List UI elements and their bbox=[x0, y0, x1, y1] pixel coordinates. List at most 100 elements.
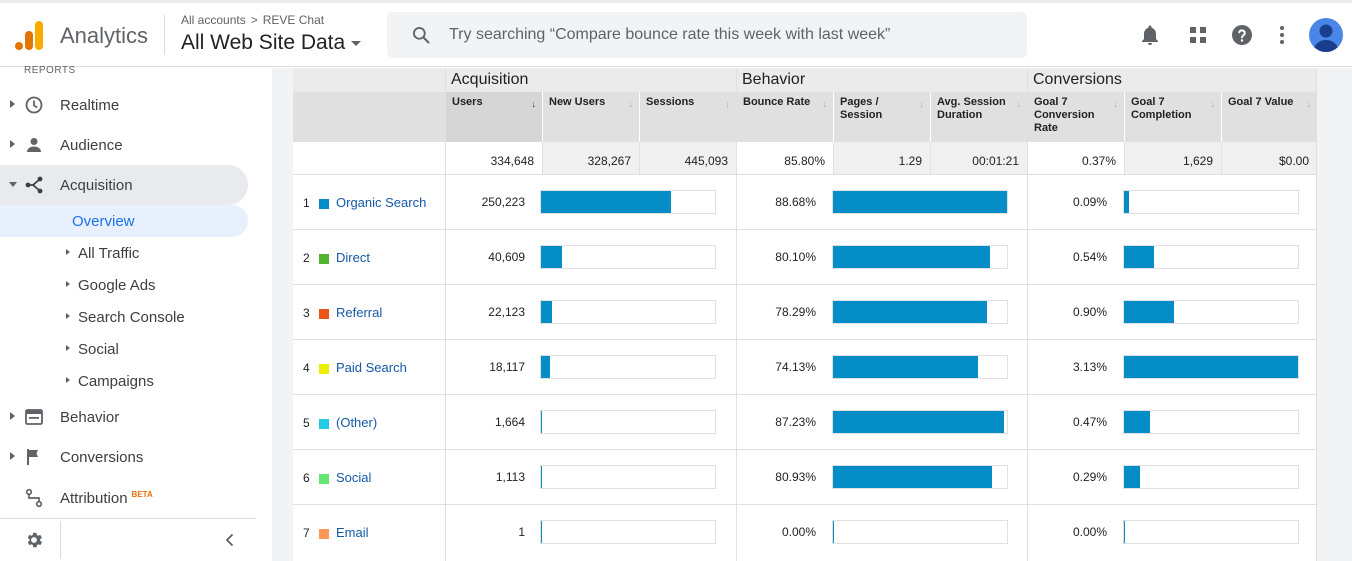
row-index: 6 bbox=[303, 471, 310, 485]
search-icon[interactable] bbox=[411, 25, 431, 45]
expand-arrow-icon[interactable] bbox=[66, 345, 70, 351]
channel-link[interactable]: (Other) bbox=[336, 415, 378, 430]
channel-link[interactable]: Social bbox=[336, 470, 372, 485]
sort-icon[interactable]: ↓ bbox=[1306, 99, 1312, 109]
expand-arrow-icon[interactable] bbox=[10, 140, 15, 148]
channel-link[interactable]: Paid Search bbox=[336, 360, 407, 375]
sidebar-item-acquisition[interactable]: Acquisition bbox=[0, 165, 248, 205]
header-divider bbox=[164, 15, 165, 55]
channel-link[interactable]: Referral bbox=[336, 305, 383, 320]
gear-icon[interactable] bbox=[24, 530, 44, 550]
sort-icon[interactable]: ↓ bbox=[628, 99, 634, 109]
column-header-users[interactable]: Users ↓ bbox=[445, 92, 542, 142]
sidebar-item-attribution[interactable]: Attribution BETA bbox=[0, 478, 248, 518]
view-name[interactable]: All Web Site Data bbox=[181, 31, 346, 54]
sidebar-item-social[interactable]: Social bbox=[0, 333, 248, 365]
sort-desc-icon[interactable]: ↓ bbox=[531, 99, 537, 109]
search-input[interactable] bbox=[449, 20, 1009, 50]
breadcrumb-account[interactable]: REVE Chat bbox=[262, 13, 325, 27]
bounce-rate-bar-track bbox=[832, 245, 1008, 269]
column-header-channel bbox=[293, 92, 445, 142]
view-selector[interactable]: All Web Site Data bbox=[181, 31, 362, 55]
column-header-new-users[interactable]: New Users ↓ bbox=[542, 92, 639, 142]
analytics-logo-icon[interactable] bbox=[14, 19, 44, 51]
users-bar-fill bbox=[541, 466, 542, 488]
users-bar-track bbox=[540, 520, 716, 544]
column-header-conversion-rate[interactable]: Goal 7 Conversion Rate ↓ bbox=[1027, 92, 1124, 142]
sort-icon[interactable]: ↓ bbox=[1016, 99, 1022, 109]
channel-link[interactable]: Email bbox=[336, 525, 369, 540]
users-value: 1,113 bbox=[495, 470, 525, 484]
sidebar-item-conversions[interactable]: Conversions bbox=[0, 437, 248, 477]
brand-name[interactable]: Analytics bbox=[60, 23, 149, 48]
search-bar[interactable] bbox=[387, 12, 1027, 58]
channel-link[interactable]: Direct bbox=[336, 250, 370, 265]
conversion-rate-value: 0.47% bbox=[1072, 415, 1107, 429]
sidebar-item-label: Attribution BETA bbox=[60, 490, 153, 507]
conversion-rate-value: 0.09% bbox=[1072, 195, 1107, 209]
channel-link[interactable]: Organic Search bbox=[336, 195, 427, 210]
sidebar-item-label: Campaigns bbox=[78, 373, 154, 390]
sidebar-item-search-console[interactable]: Search Console bbox=[0, 301, 248, 333]
conversion-rate-bar-track bbox=[1123, 520, 1299, 544]
column-label: Bounce Rate bbox=[743, 96, 811, 108]
row-index: 5 bbox=[303, 416, 310, 430]
sidebar-item-label: Realtime bbox=[60, 97, 120, 114]
sidebar-item-realtime[interactable]: Realtime bbox=[0, 85, 248, 125]
notifications-bell-icon[interactable] bbox=[1138, 23, 1162, 47]
bounce-rate-bar-track bbox=[832, 410, 1008, 434]
expand-arrow-icon[interactable] bbox=[66, 249, 70, 255]
column-header-bounce-rate[interactable]: Bounce Rate ↓ bbox=[736, 92, 833, 142]
column-header-pages-session[interactable]: Pages / Session ↓ bbox=[833, 92, 930, 142]
column-header-goal-value[interactable]: Goal 7 Value ↓ bbox=[1221, 92, 1317, 142]
sort-icon[interactable]: ↓ bbox=[725, 99, 731, 109]
app-header: Analytics All accounts > REVE Chat All Web… bbox=[0, 3, 1352, 67]
sidebar-nav: REPORTS Realtime Audience Acquisition Ov… bbox=[0, 65, 272, 561]
sidebar-item-audience[interactable]: Audience bbox=[0, 125, 248, 165]
person-icon bbox=[27, 138, 41, 152]
breadcrumb-root[interactable]: All accounts bbox=[181, 13, 246, 27]
sidebar-item-overview[interactable]: Overview bbox=[0, 205, 248, 237]
expand-arrow-icon[interactable] bbox=[66, 377, 70, 383]
total-new-users: 328,267 bbox=[542, 142, 639, 174]
channel-color-swatch bbox=[319, 474, 329, 484]
sidebar-item-behavior[interactable]: Behavior bbox=[0, 397, 248, 437]
row-index: 7 bbox=[303, 526, 310, 540]
sort-icon[interactable]: ↓ bbox=[822, 99, 828, 109]
group-header-blank bbox=[293, 68, 445, 92]
chevron-left-icon[interactable] bbox=[222, 532, 238, 548]
explorer-table: Acquisition Behavior Conversions Users ↓ … bbox=[293, 68, 1317, 561]
sort-icon[interactable]: ↓ bbox=[1210, 99, 1216, 109]
sidebar-item-campaigns[interactable]: Campaigns bbox=[0, 365, 248, 397]
expand-arrow-icon[interactable] bbox=[10, 100, 15, 108]
caret-down-icon[interactable] bbox=[351, 40, 362, 46]
users-value: 40,609 bbox=[488, 250, 525, 264]
collapse-arrow-icon[interactable] bbox=[9, 182, 17, 187]
expand-arrow-icon[interactable] bbox=[66, 281, 70, 287]
users-bar-track bbox=[540, 245, 716, 269]
conversion-rate-bar-track bbox=[1123, 245, 1299, 269]
column-header-completion[interactable]: Goal 7 Completion ↓ bbox=[1124, 92, 1221, 142]
expand-arrow-icon[interactable] bbox=[10, 452, 15, 460]
total-pages-session: 1.29 bbox=[833, 142, 930, 174]
table-row: 7 Email 1 0.00% 0.00% bbox=[293, 504, 1317, 559]
total-conversion-rate: 0.37% bbox=[1027, 142, 1124, 174]
breadcrumb-separator: > bbox=[250, 13, 258, 27]
conversion-rate-value: 0.90% bbox=[1072, 305, 1107, 319]
apps-grid-icon[interactable] bbox=[1186, 23, 1210, 47]
account-avatar[interactable] bbox=[1309, 18, 1343, 52]
conversion-rate-bar-track bbox=[1123, 300, 1299, 324]
breadcrumb[interactable]: All accounts > REVE Chat bbox=[181, 13, 324, 27]
expand-arrow-icon[interactable] bbox=[10, 412, 15, 420]
column-header-sessions[interactable]: Sessions ↓ bbox=[639, 92, 736, 142]
expand-arrow-icon[interactable] bbox=[66, 313, 70, 319]
attribution-label: Attribution bbox=[60, 490, 128, 507]
table-row: 1 Organic Search 250,223 88.68% 0.09% bbox=[293, 174, 1317, 229]
more-vert-icon[interactable] bbox=[1270, 23, 1294, 47]
sort-icon[interactable]: ↓ bbox=[1113, 99, 1119, 109]
help-icon[interactable] bbox=[1230, 23, 1254, 47]
sidebar-item-google-ads[interactable]: Google Ads bbox=[0, 269, 248, 301]
sort-icon[interactable]: ↓ bbox=[919, 99, 925, 109]
sidebar-item-all-traffic[interactable]: All Traffic bbox=[0, 237, 248, 269]
column-header-avg-duration[interactable]: Avg. Session Duration ↓ bbox=[930, 92, 1027, 142]
